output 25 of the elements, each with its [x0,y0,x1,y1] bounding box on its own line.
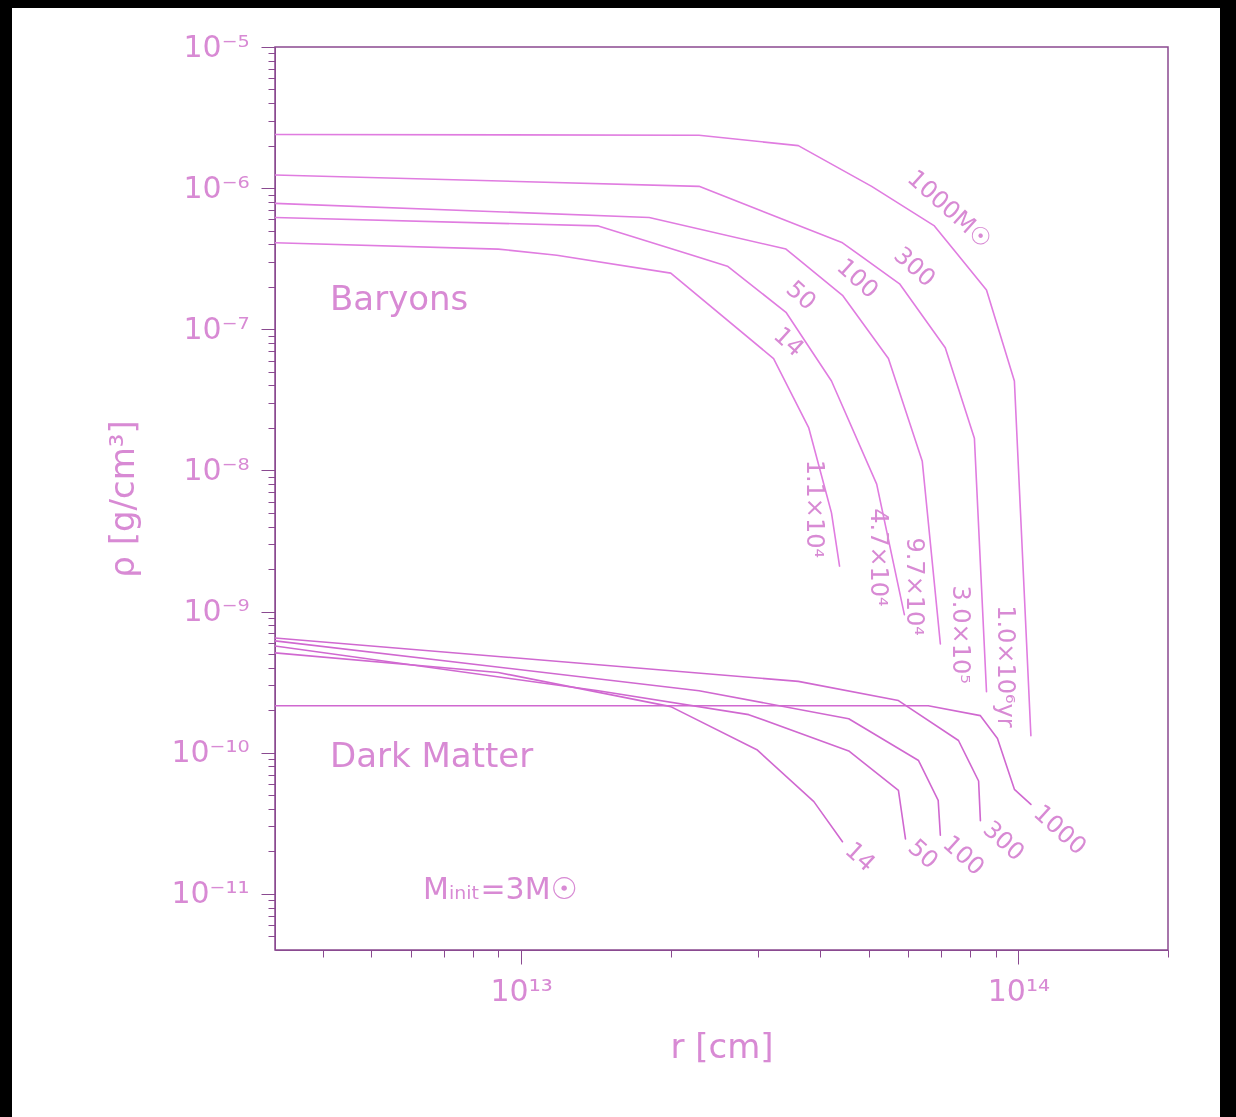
annotation: 9.7×10⁴ [901,537,930,636]
annotation: Mᵢₙᵢₜ=3M☉ [423,871,578,906]
y-tick-label: 10⁻⁸ [183,451,250,487]
annotation: 1.1×10⁴ [800,459,829,559]
y-tick-label: 10⁻¹⁰ [171,734,250,770]
text: 14 [839,835,882,878]
y-tick-label: 10⁻⁷ [183,310,250,346]
y-tick-label: 10⁻¹¹ [171,875,250,911]
y-tick-label: 10⁻⁶ [183,169,250,205]
text: 100 [831,252,885,304]
text: 50 [780,274,823,316]
y-tick-label: 10⁻⁵ [183,28,250,64]
text: 50 [902,833,945,875]
text: 14 [768,320,810,363]
annotation: Baryons [330,278,469,318]
y-axis-title: ρ [g/cm³] [102,420,143,578]
annotation: 3.0×10⁵ [947,585,976,684]
y-tick-label: 10⁻⁹ [183,593,250,629]
annotation: Dark Matter [330,735,534,775]
x-tick-label: 10¹⁴ [987,972,1050,1008]
x-axis-title: r [cm] [670,1025,774,1066]
annotation: 1.0×10⁶yr [991,605,1020,728]
text: 300 [888,240,942,293]
x-tick-label: 10¹³ [490,972,553,1008]
annotation: 4.7×10⁴ [865,508,894,607]
